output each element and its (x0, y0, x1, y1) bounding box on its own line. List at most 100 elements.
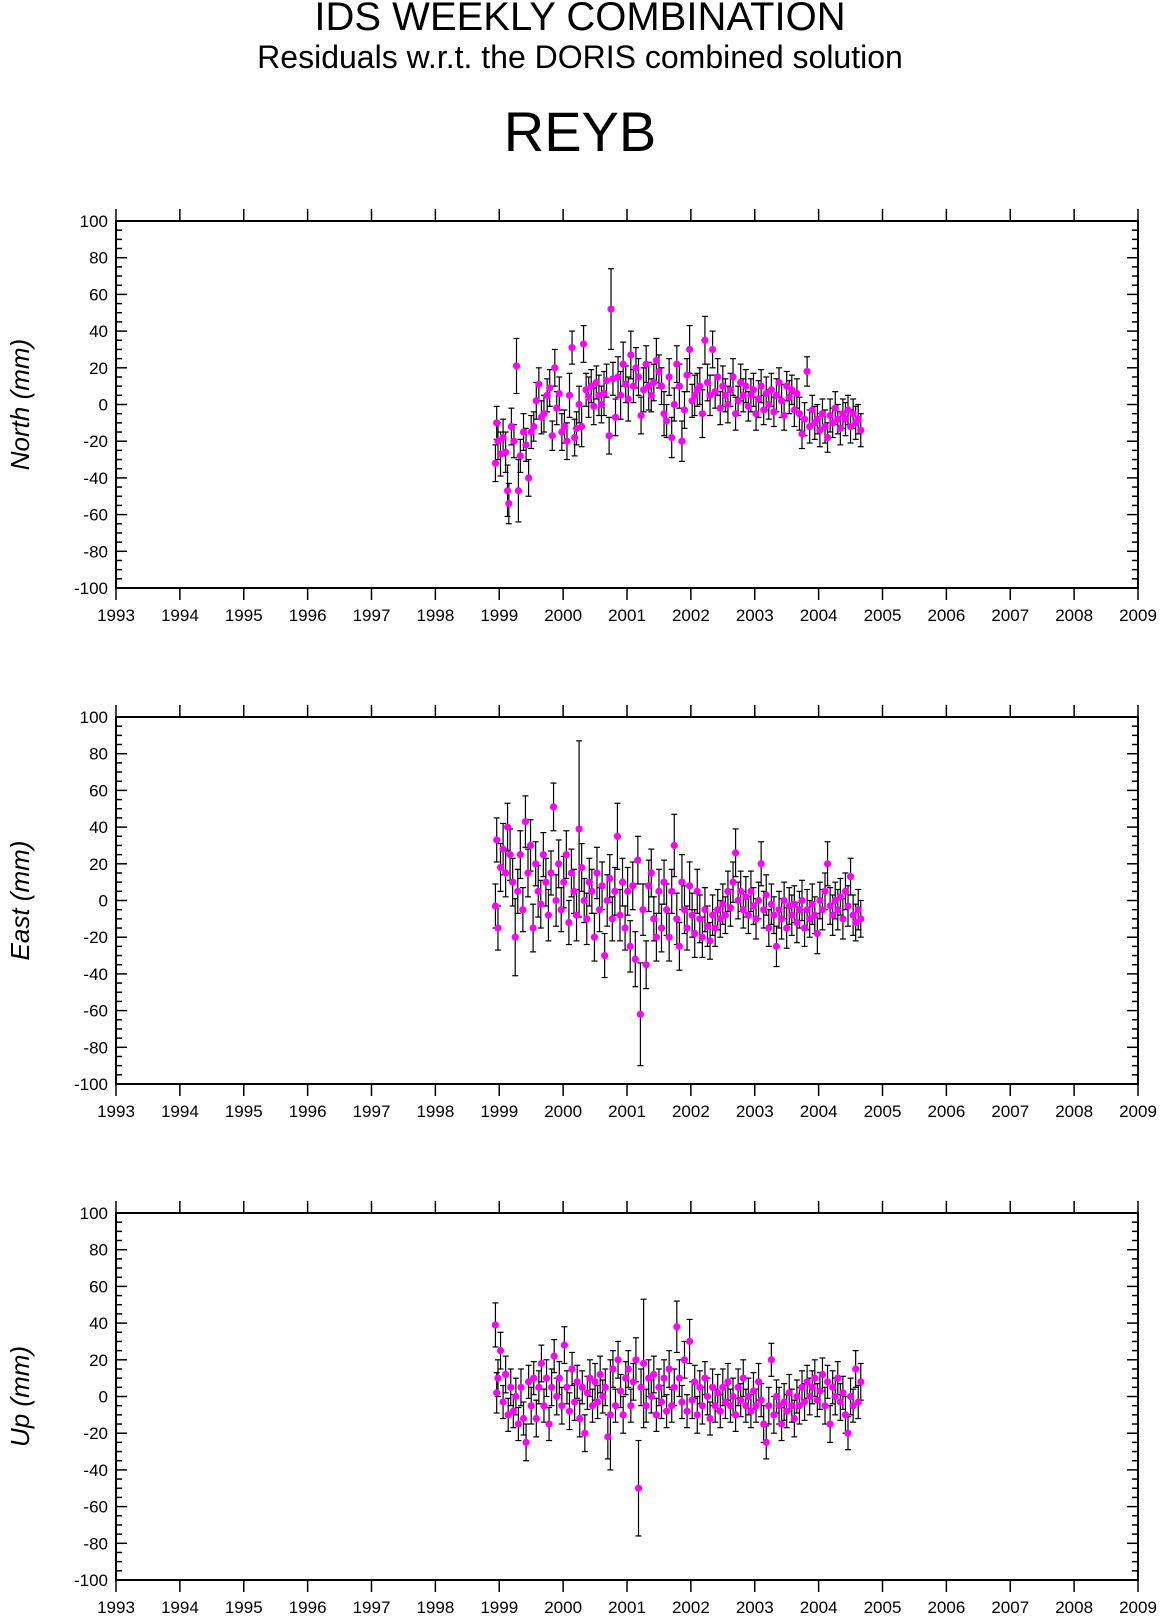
data-point (592, 378, 600, 387)
data-point (593, 869, 601, 877)
data-point (714, 906, 722, 914)
data-point (626, 942, 634, 950)
data-point (680, 1356, 689, 1364)
data-point (724, 1378, 732, 1386)
data-point (511, 933, 519, 941)
data-point (844, 406, 852, 414)
data-point (519, 1414, 528, 1423)
data-point (535, 380, 543, 388)
data-point (739, 391, 747, 399)
data-point (818, 1370, 827, 1379)
data-point (678, 1398, 686, 1406)
y-tick-label: 40 (89, 818, 108, 837)
data-point (770, 911, 778, 919)
x-tick-label: 2006 (927, 1598, 965, 1617)
data-point (742, 382, 750, 390)
data-point (839, 1389, 847, 1397)
data-point (711, 388, 719, 396)
data-point (780, 1398, 788, 1406)
data-point (834, 415, 842, 423)
y-tick-label: 60 (89, 781, 108, 800)
y-tick-label: -20 (83, 432, 108, 451)
y-tick-label: -100 (74, 579, 108, 598)
data-point (571, 1398, 579, 1406)
data-point (509, 1407, 517, 1415)
data-point (491, 1321, 500, 1329)
data-point (535, 1383, 543, 1391)
x-tick-label: 2008 (1055, 1598, 1093, 1617)
data-point (726, 904, 735, 912)
data-point (567, 869, 576, 877)
data-point (762, 389, 770, 398)
data-point (657, 382, 666, 390)
data-point (785, 393, 793, 401)
x-tick-label: 1998 (416, 1598, 454, 1617)
data-point (747, 1407, 755, 1415)
data-point (726, 1402, 735, 1410)
data-point (729, 373, 737, 381)
data-point (601, 1383, 609, 1391)
data-point (665, 1365, 673, 1373)
data-point (634, 856, 642, 864)
data-point (668, 1402, 676, 1410)
x-tick-label: 1994 (161, 1102, 199, 1121)
data-point (706, 1414, 714, 1423)
data-point (642, 1402, 650, 1410)
data-point (729, 1392, 737, 1401)
data-point (752, 915, 760, 923)
data-point (688, 397, 696, 405)
data-point (762, 891, 770, 899)
data-point (565, 391, 574, 399)
data-point (627, 351, 635, 359)
data-point (829, 1383, 837, 1391)
data-point (636, 1010, 645, 1018)
x-tick-label: 1994 (161, 606, 199, 625)
x-tick-label: 1997 (353, 606, 391, 625)
y-tick-label: -20 (83, 928, 108, 947)
data-point (716, 915, 724, 923)
data-point (785, 1389, 793, 1397)
data-point (576, 1414, 584, 1423)
data-point (706, 937, 714, 945)
x-tick-label: 2000 (544, 606, 582, 625)
data-point (512, 1392, 520, 1401)
data-point (757, 382, 765, 390)
panel-north: -100 -80 -60 -40 -20 0 20 40 60 80 100 1993 1994 1995… (5, 209, 1157, 625)
y-tick-label: -100 (74, 1075, 108, 1094)
data-point (525, 1378, 533, 1386)
data-point (493, 1389, 501, 1397)
data-point (652, 933, 660, 941)
data-point (543, 391, 551, 399)
data-point (563, 1383, 571, 1391)
data-point (570, 887, 578, 895)
data-point (757, 1396, 765, 1404)
data-point (619, 360, 627, 368)
data-point (854, 1398, 862, 1406)
data-point (800, 415, 809, 423)
data-point (754, 1378, 763, 1386)
data-point (772, 391, 781, 399)
x-tick-label: 2000 (544, 1598, 582, 1617)
data-point (548, 1383, 556, 1391)
data-points (491, 1321, 865, 1492)
x-tick-label: 1999 (480, 606, 518, 625)
data-point (657, 924, 666, 932)
data-point (711, 1402, 719, 1410)
data-point (777, 915, 786, 923)
y-tick-label: 80 (89, 745, 108, 764)
data-point (747, 887, 755, 895)
data-point (606, 874, 614, 883)
data-point (821, 1402, 829, 1410)
data-point (496, 863, 505, 872)
data-point (618, 878, 627, 886)
data-point (637, 1383, 645, 1391)
data-point (818, 410, 827, 418)
data-point (491, 902, 500, 910)
data-point (844, 1429, 852, 1437)
data-point (813, 1396, 821, 1404)
data-point (829, 911, 837, 919)
data-point (765, 1402, 773, 1410)
data-point (816, 1387, 824, 1395)
data-point (575, 825, 583, 833)
data-point (525, 474, 533, 482)
